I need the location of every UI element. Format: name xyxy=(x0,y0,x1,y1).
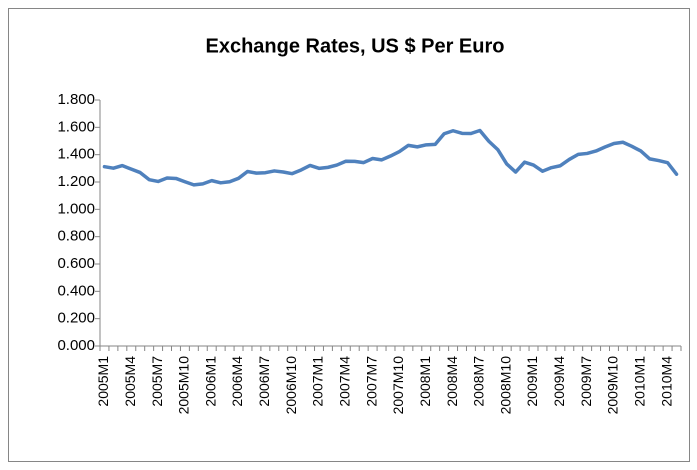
y-tick-label: 0.200 xyxy=(57,310,95,327)
y-tick-label: 1.600 xyxy=(57,118,95,135)
x-tick-label: 2009M10 xyxy=(605,356,621,415)
chart-title: Exchange Rates, US $ Per Euro xyxy=(205,35,504,57)
x-tick-label: 2005M7 xyxy=(149,356,165,407)
x-tick-label: 2007M1 xyxy=(310,356,326,407)
x-tick-label: 2007M10 xyxy=(390,356,406,415)
x-tick-label: 2010M1 xyxy=(631,356,647,407)
x-tick-label: 2005M1 xyxy=(95,356,111,407)
x-tick-label: 2007M4 xyxy=(337,356,353,407)
y-tick-label: 1.400 xyxy=(57,146,95,163)
x-tick-label: 2005M4 xyxy=(122,356,138,407)
x-tick-label: 2009M1 xyxy=(524,356,540,407)
y-tick-label: 1.800 xyxy=(57,91,95,108)
x-tick-label: 2009M7 xyxy=(578,356,594,407)
y-tick-label: 1.000 xyxy=(57,200,95,217)
x-tick-label: 2009M4 xyxy=(551,356,567,407)
x-tick-label: 2010M4 xyxy=(658,356,674,407)
x-tick-label: 2006M1 xyxy=(202,356,218,407)
x-tick-label: 2008M10 xyxy=(497,356,513,415)
x-tick-label: 2006M4 xyxy=(229,356,245,407)
x-tick-label: 2007M7 xyxy=(363,356,379,407)
chart-border xyxy=(8,8,690,462)
x-tick-label: 2008M7 xyxy=(471,356,487,407)
x-tick-label: 2008M1 xyxy=(417,356,433,407)
x-tick-label: 2006M10 xyxy=(283,356,299,415)
line-series xyxy=(102,128,679,187)
x-tick-label: 2008M4 xyxy=(444,356,460,407)
y-tick-label: 0.600 xyxy=(57,255,95,272)
y-tick-label: 0.400 xyxy=(57,282,95,299)
y-tick-label: 0.000 xyxy=(57,337,95,354)
x-tick-label: 2006M7 xyxy=(256,356,272,407)
x-tick-label: 2005M10 xyxy=(176,356,192,415)
y-tick-label: 0.800 xyxy=(57,228,95,245)
y-tick-label: 1.200 xyxy=(57,173,95,190)
